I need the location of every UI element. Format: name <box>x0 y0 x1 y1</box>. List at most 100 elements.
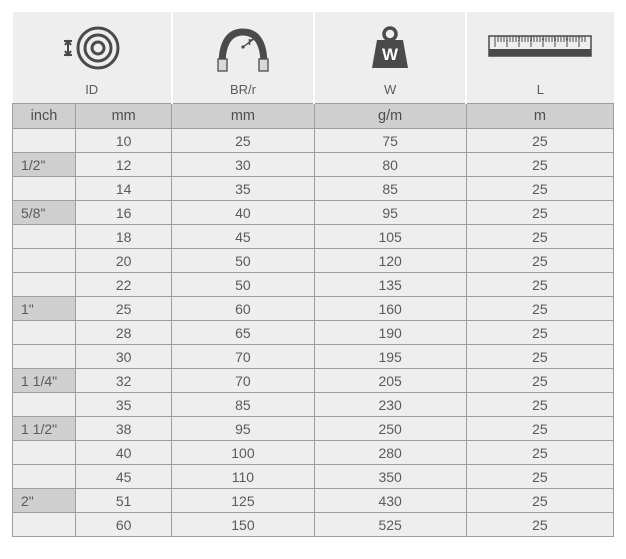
cell-mm: 20 <box>75 249 171 273</box>
cell-br: 45 <box>172 225 314 249</box>
table-body: 102575251/2"12308025143585255/8"16409525… <box>13 129 614 537</box>
cell-br: 30 <box>172 153 314 177</box>
cell-w: 205 <box>314 369 466 393</box>
col-name-id: ID <box>13 80 172 104</box>
cell-l: 25 <box>466 417 613 441</box>
cell-br: 40 <box>172 201 314 225</box>
svg-text:1: 1 <box>506 37 509 43</box>
cell-inch <box>13 273 76 297</box>
cell-w: 120 <box>314 249 466 273</box>
table-row: 6015052525 <box>13 513 614 537</box>
icon-row: r W <box>13 12 614 80</box>
cell-mm: 16 <box>75 201 171 225</box>
svg-text:7: 7 <box>578 37 581 43</box>
cell-inch: 2" <box>13 489 76 513</box>
cell-mm: 28 <box>75 321 171 345</box>
cell-inch <box>13 345 76 369</box>
cell-br: 65 <box>172 321 314 345</box>
svg-text:6: 6 <box>566 37 569 43</box>
table-row: 4010028025 <box>13 441 614 465</box>
cell-w: 160 <box>314 297 466 321</box>
id-icon-cell <box>13 12 172 80</box>
cell-w: 350 <box>314 465 466 489</box>
table-row: 1"256016025 <box>13 297 614 321</box>
cell-mm: 35 <box>75 393 171 417</box>
unit-br: mm <box>172 104 314 129</box>
cell-l: 25 <box>466 513 613 537</box>
cell-inch <box>13 513 76 537</box>
cell-w: 430 <box>314 489 466 513</box>
unit-w: g/m <box>314 104 466 129</box>
cell-inch <box>13 321 76 345</box>
cell-mm: 14 <box>75 177 171 201</box>
cell-l: 25 <box>466 297 613 321</box>
cell-inch: 1/2" <box>13 153 76 177</box>
cell-inch <box>13 441 76 465</box>
cell-inch <box>13 177 76 201</box>
cell-br: 70 <box>172 345 314 369</box>
cell-mm: 45 <box>75 465 171 489</box>
name-row: ID BR/r W L <box>13 80 614 104</box>
cell-mm: 25 <box>75 297 171 321</box>
cell-mm: 10 <box>75 129 171 153</box>
cell-w: 105 <box>314 225 466 249</box>
table-row: 286519025 <box>13 321 614 345</box>
table-row: 1 1/2"389525025 <box>13 417 614 441</box>
cell-mm: 38 <box>75 417 171 441</box>
cell-inch <box>13 225 76 249</box>
svg-text:4: 4 <box>542 37 545 43</box>
cell-inch: 5/8" <box>13 201 76 225</box>
cell-inch: 1" <box>13 297 76 321</box>
cell-br: 100 <box>172 441 314 465</box>
cell-w: 190 <box>314 321 466 345</box>
cell-l: 25 <box>466 273 613 297</box>
svg-text:3: 3 <box>530 37 533 43</box>
cell-mm: 30 <box>75 345 171 369</box>
table-row: 205012025 <box>13 249 614 273</box>
cell-br: 125 <box>172 489 314 513</box>
cell-l: 25 <box>466 129 613 153</box>
cell-l: 25 <box>466 489 613 513</box>
cell-br: 35 <box>172 177 314 201</box>
inner-diameter-icon <box>60 24 124 72</box>
cell-inch <box>13 249 76 273</box>
col-name-br: BR/r <box>172 80 314 104</box>
cell-br: 85 <box>172 393 314 417</box>
spec-table: r W <box>12 12 614 537</box>
cell-l: 25 <box>466 225 613 249</box>
length-icon-cell: 123 456 7 <box>466 12 613 80</box>
bend-radius-icon: r <box>208 23 278 73</box>
table-row: 1 1/4"327020525 <box>13 369 614 393</box>
table-row: 1/2"12308025 <box>13 153 614 177</box>
cell-mm: 40 <box>75 441 171 465</box>
cell-mm: 18 <box>75 225 171 249</box>
cell-w: 75 <box>314 129 466 153</box>
cell-w: 250 <box>314 417 466 441</box>
cell-br: 50 <box>172 249 314 273</box>
cell-br: 110 <box>172 465 314 489</box>
cell-w: 230 <box>314 393 466 417</box>
cell-inch <box>13 465 76 489</box>
cell-l: 25 <box>466 249 613 273</box>
cell-mm: 22 <box>75 273 171 297</box>
unit-l: m <box>466 104 613 129</box>
cell-w: 525 <box>314 513 466 537</box>
table-row: 5/8"16409525 <box>13 201 614 225</box>
cell-br: 25 <box>172 129 314 153</box>
cell-br: 150 <box>172 513 314 537</box>
cell-inch <box>13 129 76 153</box>
svg-text:5: 5 <box>554 37 557 43</box>
weight-icon: W <box>365 23 415 73</box>
cell-br: 60 <box>172 297 314 321</box>
cell-inch: 1 1/2" <box>13 417 76 441</box>
table-row: 2"5112543025 <box>13 489 614 513</box>
ruler-icon: 123 456 7 <box>485 28 595 68</box>
cell-l: 25 <box>466 393 613 417</box>
cell-w: 85 <box>314 177 466 201</box>
unit-mm: mm <box>75 104 171 129</box>
cell-l: 25 <box>466 441 613 465</box>
cell-l: 25 <box>466 369 613 393</box>
cell-inch <box>13 393 76 417</box>
unit-inch: inch <box>13 104 76 129</box>
cell-w: 95 <box>314 201 466 225</box>
